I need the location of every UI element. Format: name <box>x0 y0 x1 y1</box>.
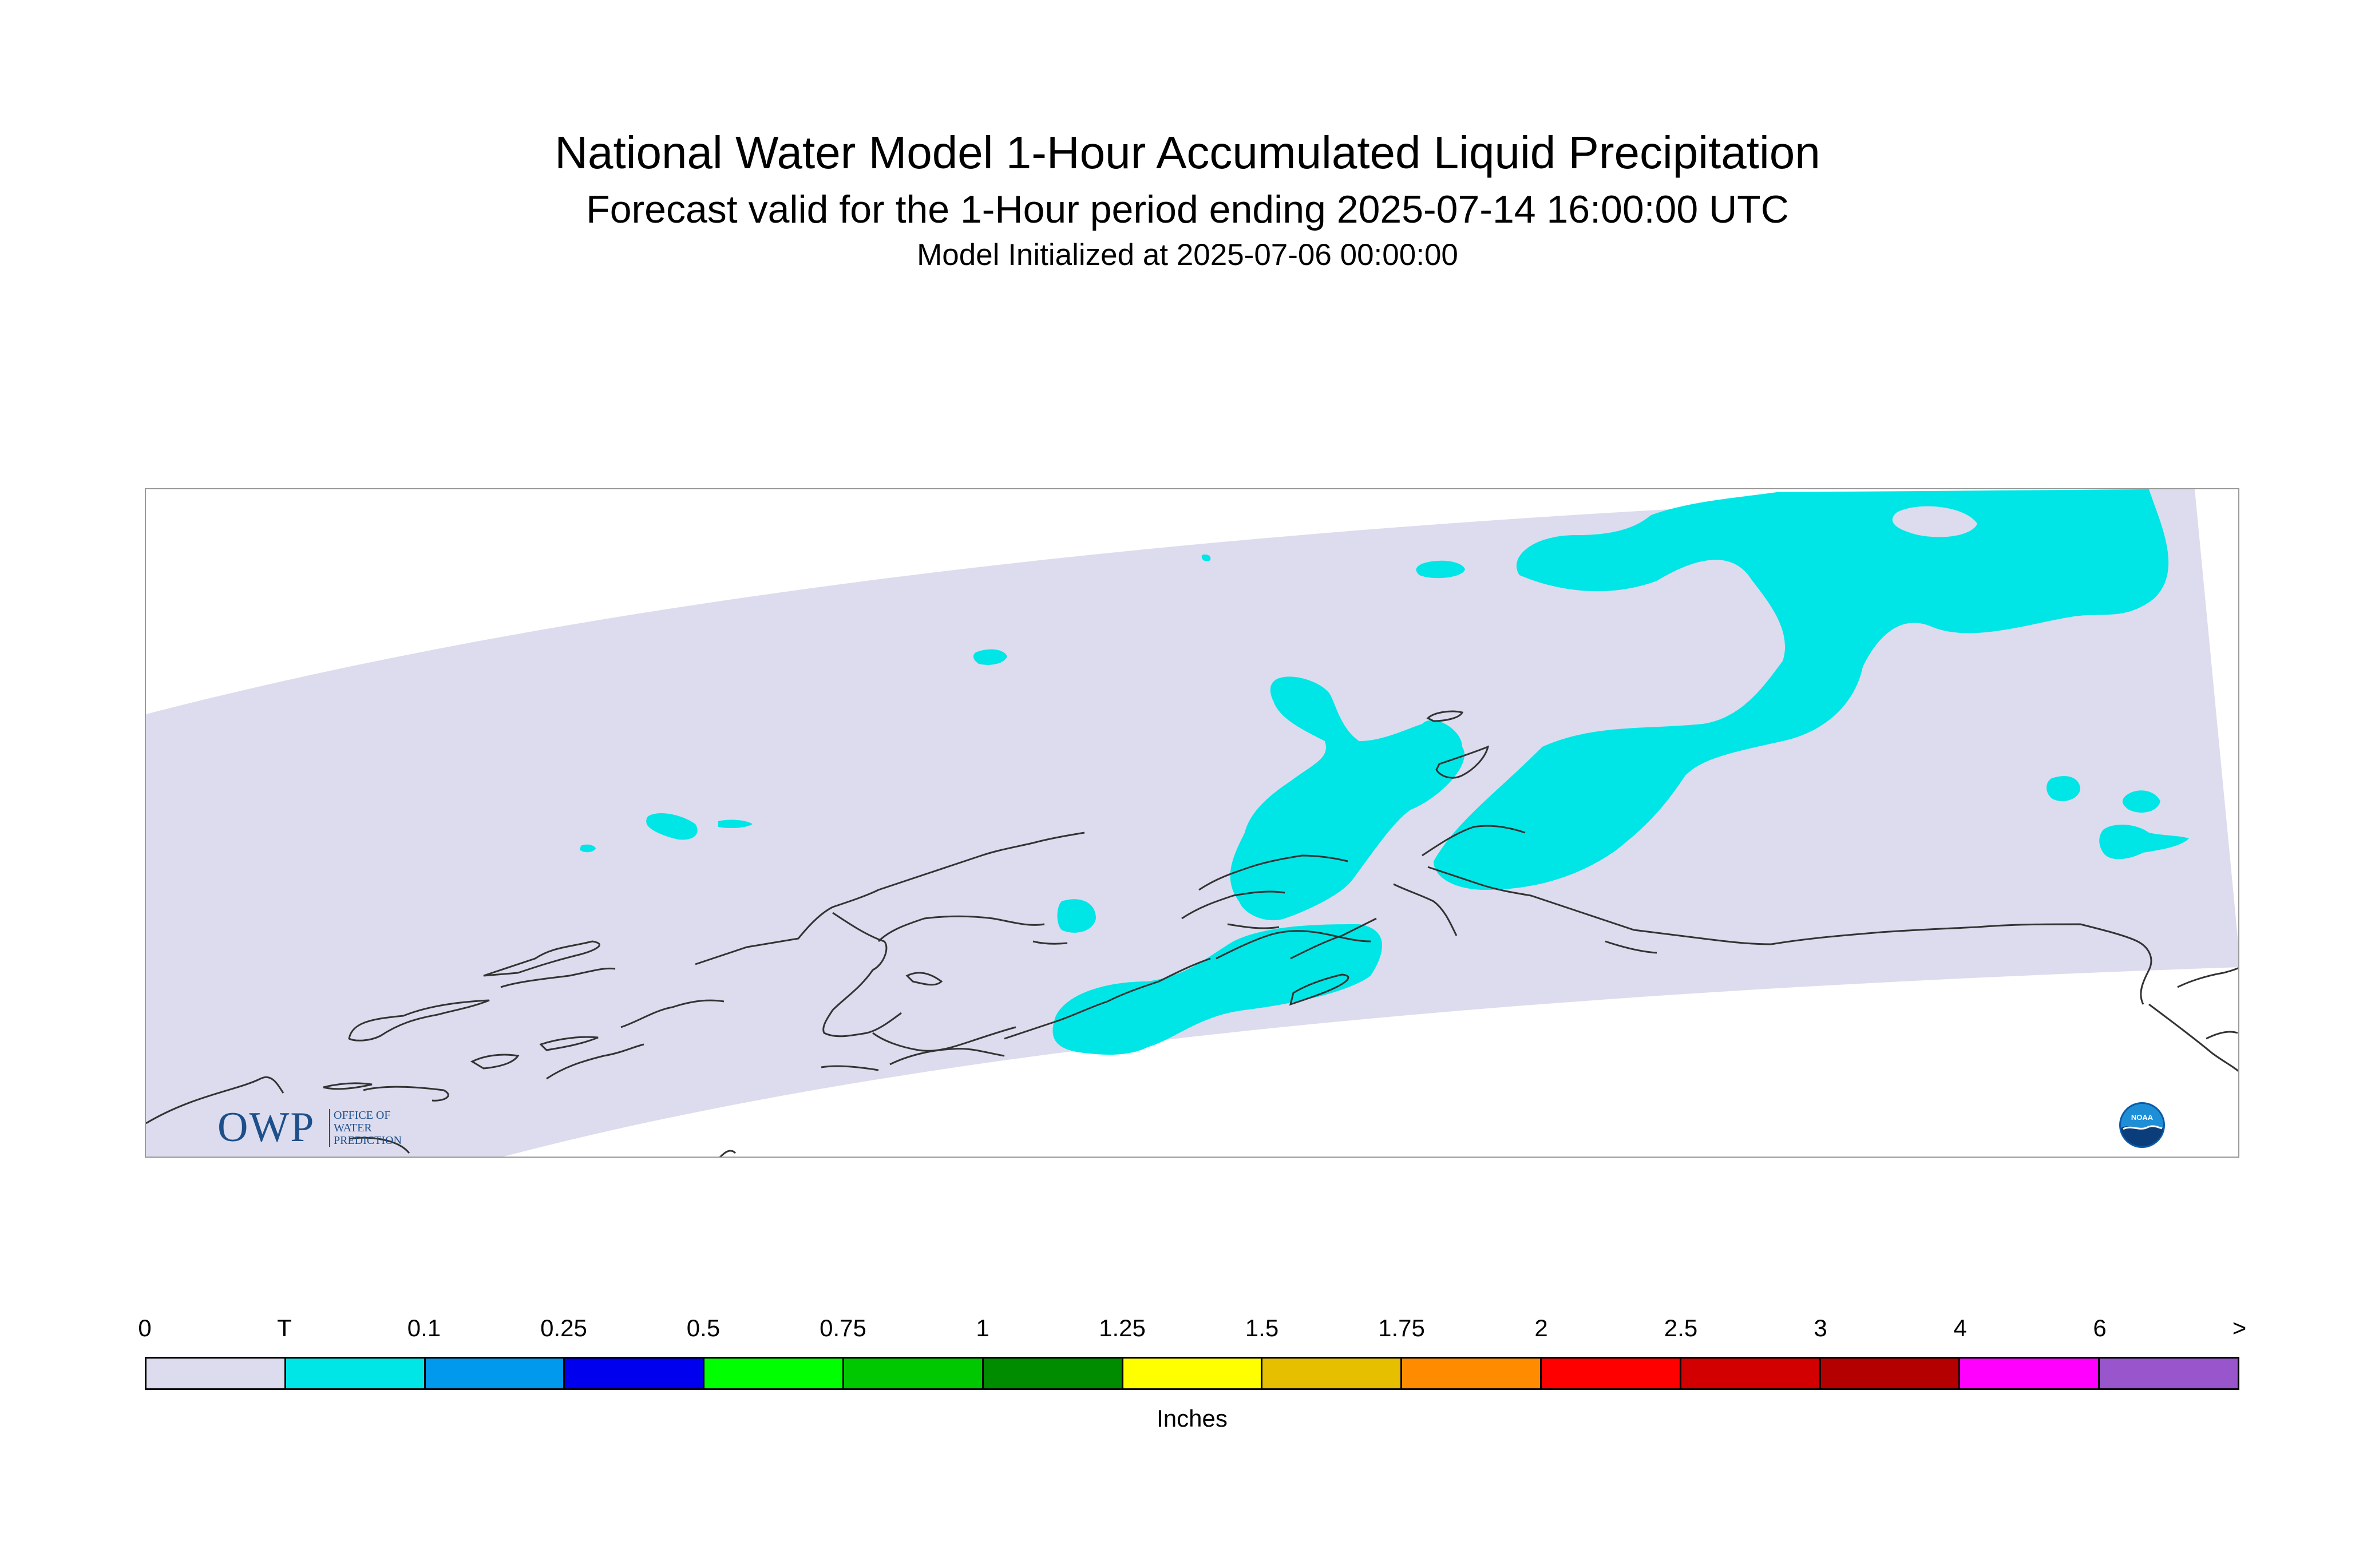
legend-swatch <box>844 1359 984 1388</box>
precip-area-small-north <box>1416 560 1465 579</box>
precip-area-west-4 <box>973 649 1007 665</box>
legend-swatch <box>1820 1359 1961 1388</box>
coastlines <box>146 710 2238 1157</box>
legend-swatch <box>1681 1359 1821 1388</box>
legend-units-label: Inches <box>1157 1405 1228 1432</box>
legend-swatch <box>425 1359 565 1388</box>
precip-area-west-1 <box>646 813 698 840</box>
precip-area-central-arm <box>1230 676 1464 921</box>
map-panel[interactable] <box>145 488 2239 1158</box>
legend-swatch <box>983 1359 1123 1388</box>
legend-tick-label: 4 <box>1953 1314 1967 1341</box>
model-domain-area <box>146 489 2238 1157</box>
legend-swatch <box>286 1359 426 1388</box>
legend-tick-label: > <box>2232 1314 2247 1341</box>
legend-color-bar <box>145 1357 2239 1390</box>
legend-tick-label: 2.5 <box>1664 1314 1698 1341</box>
legend-tick-label: 0.75 <box>820 1314 866 1341</box>
noaa-logo: NOAA <box>2118 1101 2166 1149</box>
legend-swatch <box>1402 1359 1542 1388</box>
init-time-label: Model Initialized at 2025-07-06 00:00:00 <box>917 238 1458 272</box>
legend-tick-label: 0 <box>138 1314 152 1341</box>
noaa-logo-text: NOAA <box>2131 1113 2154 1122</box>
precip-area-east-small-2 <box>2122 790 2160 813</box>
precip-area-tiny <box>1201 555 1211 561</box>
legend-swatch <box>1262 1359 1403 1388</box>
precip-area-north-blob <box>1892 506 1977 537</box>
legend-swatch <box>1960 1359 2100 1388</box>
legend-swatch <box>565 1359 705 1388</box>
legend-tick-label: 1.75 <box>1378 1314 1425 1341</box>
legend-tick-labels: 0 T 0.1 0.25 0.5 0.75 1 1.25 1.5 1.75 2 2.5 3 4 6 > <box>138 1314 2246 1348</box>
legend-tick-label: 6 <box>2093 1314 2107 1341</box>
legend-tick-label: 1.5 <box>1245 1314 1279 1341</box>
owp-logo-letters: OWP <box>217 1104 315 1151</box>
precip-area-southern <box>1052 924 1382 1055</box>
legend-tick-label: 0.1 <box>407 1314 441 1341</box>
precipitation-areas <box>580 489 2189 1055</box>
legend-swatch <box>2100 1359 2238 1388</box>
legend-swatch <box>704 1359 844 1388</box>
legend-tick-label: 0.5 <box>686 1314 721 1341</box>
legend-tick-label: 3 <box>1814 1314 1827 1341</box>
precip-area-mid-small <box>1057 899 1096 933</box>
precip-area-east-small-3 <box>2099 824 2189 860</box>
legend-tick-label: 2 <box>1534 1314 1548 1341</box>
chart-title: National Water Model 1-Hour Accumulated … <box>555 127 1820 178</box>
precip-area-west-3 <box>580 844 596 853</box>
map-canvas <box>146 489 2238 1157</box>
legend-tick-label: 0.25 <box>540 1314 587 1341</box>
legend-swatch <box>1541 1359 1681 1388</box>
legend-tick-label: T <box>277 1314 292 1341</box>
precip-area-east-small-1 <box>2047 776 2080 801</box>
chart-subtitle: Forecast valid for the 1-Hour period end… <box>586 188 1789 231</box>
legend-tick-label: 1 <box>976 1314 989 1341</box>
legend-tick-label: 1.25 <box>1099 1314 1146 1341</box>
precip-area-north-band <box>1434 489 2169 890</box>
legend-swatch <box>1123 1359 1263 1388</box>
precip-area-west-2 <box>718 819 753 829</box>
owp-logo-text: OFFICE OF WATER PREDICTION <box>329 1109 402 1147</box>
legend-swatch <box>147 1359 286 1388</box>
